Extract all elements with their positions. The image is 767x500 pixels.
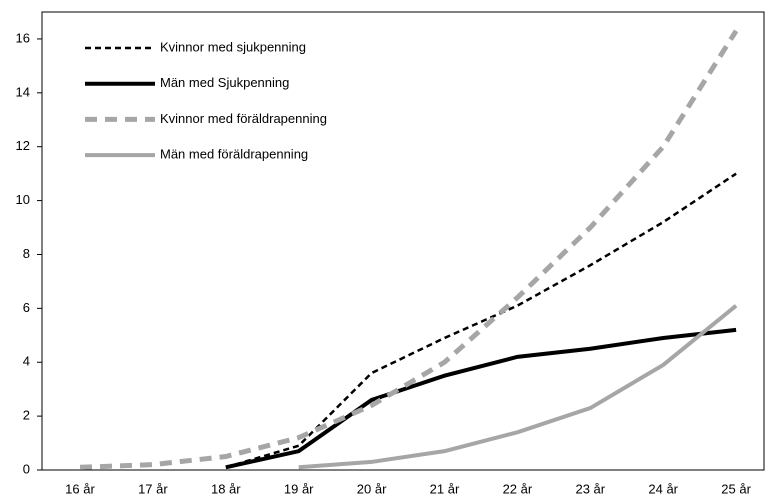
series-line	[225, 172, 737, 469]
y-tick-label: 6	[23, 300, 30, 315]
plot-frame	[41, 11, 765, 471]
y-tick-label: 0	[23, 461, 30, 476]
y-tick-label: 4	[23, 354, 30, 369]
x-tick-label: 24 år	[648, 481, 678, 496]
y-tick-label: 14	[16, 84, 30, 99]
y-tick-label: 10	[16, 192, 30, 207]
x-tick-label: 21 år	[430, 481, 460, 496]
legend-label: Män med föräldrapenning	[160, 147, 308, 162]
legend-label: Kvinnor med sjukpenning	[160, 39, 306, 54]
y-tick-label: 8	[23, 246, 30, 261]
y-tick-label: 16	[16, 30, 30, 45]
y-tick-label: 2	[23, 408, 30, 423]
x-tick-label: 18 år	[211, 481, 241, 496]
legend-label: Män med Sjukpenning	[160, 75, 289, 90]
series-line	[79, 29, 739, 470]
x-tick-label: 22 år	[503, 481, 533, 496]
x-tick-label: 17 år	[138, 481, 168, 496]
y-tick-label: 12	[16, 138, 30, 153]
x-tick-label: 16 år	[65, 481, 95, 496]
series-line	[298, 304, 738, 470]
x-tick-label: 23 år	[575, 481, 605, 496]
legend-label: Kvinnor med föräldrapenning	[160, 111, 327, 126]
x-tick-label: 19 år	[284, 481, 314, 496]
x-tick-label: 25 år	[721, 481, 751, 496]
series-line	[225, 327, 737, 470]
x-tick-label: 20 år	[357, 481, 387, 496]
